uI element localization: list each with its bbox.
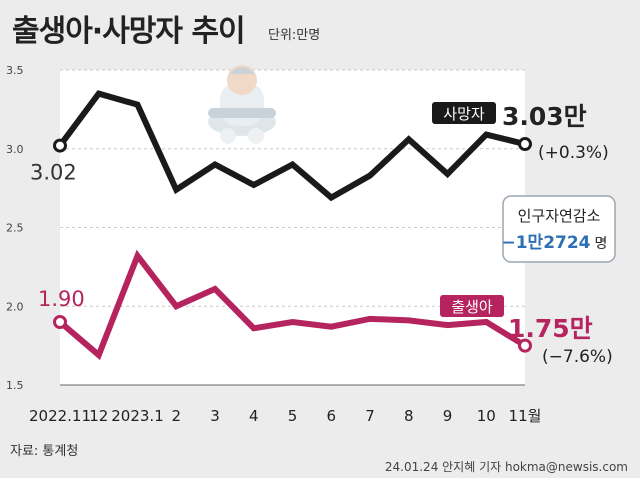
y-tick-label: 2.5 xyxy=(6,222,24,235)
x-tick-label: 12 xyxy=(89,407,108,425)
deaths-name-tag xyxy=(432,102,496,124)
x-tick-label: 11월 xyxy=(509,407,542,425)
y-tick-label: 3.0 xyxy=(6,143,24,156)
x-tick-label: 7 xyxy=(365,407,375,425)
births-line xyxy=(58,249,527,361)
y-tick-label: 1.5 xyxy=(6,379,24,392)
y-tick-label: 3.5 xyxy=(6,64,24,77)
deaths-change: (+0.3%) xyxy=(538,143,609,163)
unit-label: 단위:만명 xyxy=(268,28,321,43)
y-axis-ticks: 1.5 2.0 2.5 3.0 3.5 xyxy=(6,64,24,392)
deaths-start-label: 3.02 xyxy=(30,161,77,185)
natural-decrease-unit: 명 xyxy=(595,236,608,252)
x-tick-label: 9 xyxy=(443,407,453,425)
y-tick-label: 2.0 xyxy=(6,300,24,313)
chart-title: 출생아·사망자 추이 xyxy=(12,14,246,49)
natural-decrease-value: −1만2724 xyxy=(501,233,590,253)
natural-decrease-label: 인구자연감소 xyxy=(518,207,601,225)
x-tick-label: 10 xyxy=(477,407,496,425)
series-lines xyxy=(53,90,532,361)
source-label: 자료: 통계청 xyxy=(10,444,79,459)
births-end-label: 1.75만 xyxy=(508,314,593,343)
credit-label: 24.01.24 안지혜 기자 hokma@newsis.com xyxy=(384,460,628,474)
births-start-label: 1.90 xyxy=(38,287,85,311)
x-tick-label: 8 xyxy=(404,407,414,425)
deaths-endpoint xyxy=(53,138,67,153)
x-tick-label: 2022.11 xyxy=(29,407,91,425)
births-change: (−7.6%) xyxy=(542,347,613,367)
x-tick-label: 5 xyxy=(288,407,298,425)
x-tick-label: 2023.1 xyxy=(111,407,164,425)
x-tick-label: 4 xyxy=(249,407,259,425)
deaths-end-label: 3.03만 xyxy=(502,102,587,131)
deaths-line xyxy=(57,90,526,202)
data-labels: 3.02 사망자 3.03만 (+0.3%) 1.90 출생아 1.75만 (−7.6%) xyxy=(30,102,613,367)
births-endpoint xyxy=(518,338,532,353)
births-endpoint xyxy=(53,315,67,329)
births-series-name: 출생아 xyxy=(451,298,493,316)
baby-icon xyxy=(208,65,276,144)
natural-decrease-box-frame xyxy=(502,195,616,263)
deaths-series-name: 사망자 xyxy=(443,105,485,123)
x-tick-label: 2 xyxy=(171,407,181,425)
births-name-tag xyxy=(440,295,504,317)
natural-decrease-box: 인구자연감소 −1만2724 명 xyxy=(501,195,616,263)
deaths-endpoint xyxy=(518,137,532,152)
x-tick-label: 3 xyxy=(210,407,220,425)
x-tick-label: 6 xyxy=(326,407,336,425)
